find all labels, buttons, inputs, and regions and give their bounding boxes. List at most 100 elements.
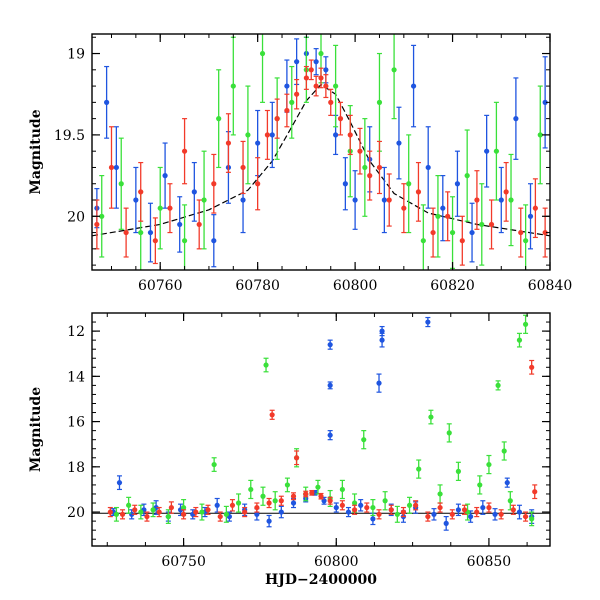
data-point: [211, 214, 217, 268]
data-point: [507, 491, 513, 511]
series-green: [99, 34, 543, 270]
data-point: [181, 204, 188, 270]
data-point: [352, 170, 358, 230]
data-point: [400, 506, 407, 518]
data-point: [516, 332, 523, 348]
plot-area: [92, 34, 550, 270]
data-marker: [477, 482, 483, 488]
data-marker: [474, 197, 480, 203]
data-point: [99, 175, 105, 258]
data-point: [269, 409, 275, 420]
data-point: [428, 409, 434, 425]
data-point: [357, 127, 363, 175]
data-marker: [479, 221, 485, 228]
data-marker: [410, 83, 417, 89]
data-marker: [240, 164, 246, 171]
data-marker: [364, 504, 370, 511]
x-tick-label: 60800: [333, 278, 378, 294]
data-marker: [211, 238, 217, 244]
data-point: [226, 511, 232, 522]
data-point: [364, 502, 370, 513]
data-point: [318, 67, 324, 89]
data-marker: [459, 238, 465, 244]
data-point: [104, 65, 110, 139]
data-marker: [327, 342, 333, 348]
data-point: [449, 196, 456, 269]
data-marker: [313, 59, 319, 65]
data-marker: [357, 148, 363, 154]
data-marker: [513, 116, 519, 122]
data-marker: [328, 99, 334, 105]
data-point: [177, 196, 183, 253]
data-marker: [144, 513, 150, 520]
data-marker: [342, 181, 348, 187]
data-marker: [428, 414, 434, 420]
data-point: [116, 475, 123, 491]
data-point: [327, 496, 333, 505]
data-marker: [284, 83, 290, 89]
data-point: [486, 454, 492, 475]
data-point: [138, 161, 144, 222]
data-point: [342, 157, 348, 211]
data-point: [445, 191, 451, 242]
data-marker: [486, 504, 492, 511]
data-marker: [181, 504, 187, 511]
data-point: [464, 503, 471, 521]
data-point: [379, 325, 385, 337]
data-marker: [522, 321, 529, 327]
data-marker: [269, 412, 275, 418]
data-point: [406, 134, 412, 234]
data-marker: [367, 173, 373, 179]
data-point: [278, 505, 284, 519]
data-point: [396, 106, 402, 180]
data-marker: [318, 50, 324, 57]
data-marker: [498, 511, 504, 517]
data-marker: [138, 509, 144, 515]
data-point: [230, 36, 236, 136]
data-point: [443, 515, 449, 531]
data-marker: [274, 116, 280, 122]
data-marker: [382, 498, 388, 504]
data-marker: [510, 507, 516, 513]
data-point: [191, 161, 197, 222]
data-point: [410, 44, 417, 128]
data-point: [118, 137, 124, 230]
data-marker: [211, 181, 217, 187]
data-point: [376, 509, 382, 520]
data-marker: [455, 468, 461, 474]
data-point: [370, 499, 376, 517]
y-tick-label: 19.5: [54, 128, 85, 144]
data-marker: [416, 466, 422, 472]
data-point: [278, 495, 284, 506]
data-point: [484, 114, 490, 188]
data-marker: [394, 511, 400, 517]
data-marker: [370, 516, 376, 522]
data-point: [386, 173, 392, 227]
data-marker: [542, 229, 548, 236]
data-marker: [293, 455, 300, 461]
data-point: [440, 175, 446, 242]
data-marker: [396, 140, 402, 146]
data-point: [201, 150, 207, 250]
data-point: [162, 142, 168, 209]
data-point: [168, 501, 174, 514]
data-marker: [379, 337, 385, 343]
data-marker: [214, 502, 220, 508]
data-point: [501, 441, 507, 461]
data-marker: [352, 197, 358, 203]
data-marker: [518, 229, 524, 236]
data-marker: [480, 504, 486, 511]
data-point: [181, 118, 188, 185]
data-point: [361, 430, 367, 450]
data-marker: [193, 509, 199, 515]
data-point: [333, 502, 339, 513]
data-marker: [527, 213, 534, 219]
data-point: [425, 126, 431, 209]
data-point: [308, 59, 314, 81]
data-point: [413, 500, 419, 511]
data-marker: [152, 238, 158, 244]
data-point: [513, 77, 519, 160]
data-marker: [425, 164, 431, 171]
